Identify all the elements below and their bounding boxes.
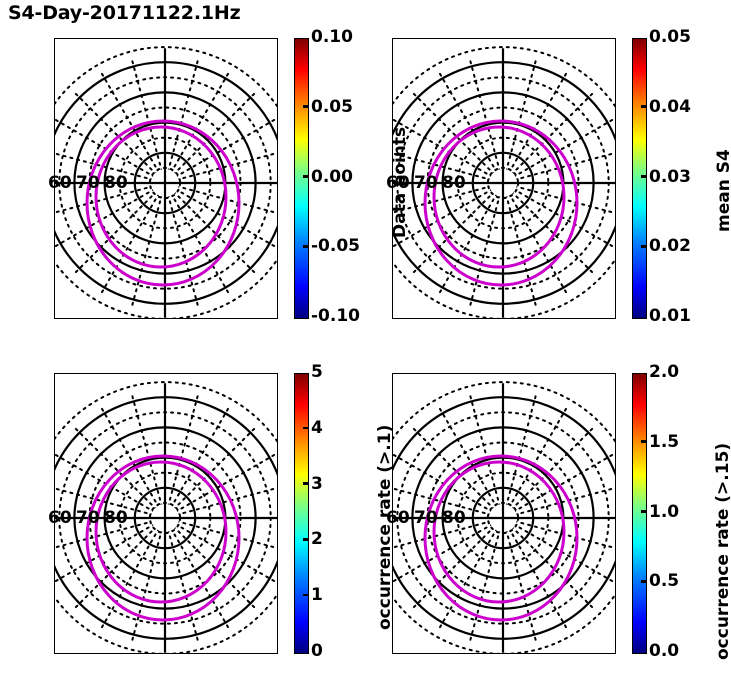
polar-plot-top-right[interactable]: 60 70 80: [386, 38, 616, 319]
colorbar-label-occurrence-rate-15: occurrence rate (>.15): [713, 442, 731, 660]
polar-plot-graphics: [54, 46, 278, 319]
radial-tick-70: 70: [414, 508, 438, 528]
colorbar-tick-label: 2.0: [649, 362, 680, 382]
radial-tick-60: 60: [386, 508, 410, 528]
radial-tick-80: 80: [104, 173, 128, 193]
colorbar-top-left-ticks: 0.10 0.05 0.00 -0.05 -0.10: [303, 29, 381, 325]
polar-plot-graphics: [392, 46, 616, 319]
colorbar-tick-label: 0.05: [303, 98, 353, 116]
colorbar-tick-label: -0.05: [303, 238, 360, 255]
radial-tick-70: 70: [76, 173, 100, 193]
colorbar-tick-label: 0.04: [641, 98, 691, 116]
colorbar-tick-label: 0.10: [311, 27, 353, 47]
colorbar-bottom-left-ticks: 5 4 3 2 1 0: [303, 364, 381, 660]
colorbar-tick-label: 0.00: [303, 168, 353, 186]
colorbar-tick-label: 1: [303, 587, 323, 604]
colorbar-tick-label: 5: [311, 362, 323, 382]
colorbar-tick-label: 4: [303, 419, 323, 437]
radial-tick-60: 60: [48, 508, 72, 528]
radial-tick-80: 80: [442, 508, 466, 528]
colorbar-label-mean-s4: mean S4: [714, 149, 731, 232]
colorbar-tick-label: -0.10: [311, 306, 360, 326]
colorbar-top-left[interactable]: [294, 38, 309, 319]
colorbar-tick-label: 0: [311, 641, 323, 661]
colorbar-tick-label: 1.0: [641, 503, 679, 521]
y-axis-label-data-points: Data points: [390, 126, 410, 238]
radial-tick-60: 60: [386, 173, 410, 193]
colorbar-tick-label: 0.05: [649, 27, 691, 47]
polar-plot-top-left[interactable]: 60 70 80: [48, 38, 278, 319]
polar-plot-graphics: [54, 381, 278, 654]
colorbar-tick-label: 0.02: [641, 238, 691, 255]
colorbar-top-right-ticks: 0.05 0.04 0.03 0.02 0.01: [641, 29, 719, 325]
radial-tick-70: 70: [414, 173, 438, 193]
polar-plot-graphics: [392, 381, 616, 654]
radial-tick-80: 80: [104, 508, 128, 528]
radial-tick-70: 70: [76, 508, 100, 528]
colorbar-tick-label: 3: [303, 475, 323, 493]
polar-plot-bottom-right[interactable]: 60 70 80: [386, 373, 616, 654]
colorbar-tick-label: 0.5: [641, 573, 679, 590]
radial-tick-80: 80: [442, 173, 466, 193]
colorbar-tick-label: 0.03: [641, 168, 691, 186]
polar-plot-bottom-left[interactable]: 60 70 80: [48, 373, 278, 654]
figure-title: S4-Day-20171122.1Hz: [8, 2, 241, 24]
colorbar-bottom-right-ticks: 2.0 1.5 1.0 0.5 0.0: [641, 364, 719, 660]
colorbar-tick-label: 0.0: [649, 641, 680, 661]
radial-tick-60: 60: [48, 173, 72, 193]
colorbar-bottom-left[interactable]: [294, 373, 309, 654]
colorbar-top-right[interactable]: [632, 38, 647, 319]
colorbar-tick-label: 2: [303, 531, 323, 548]
colorbar-tick-label: 1.5: [641, 433, 679, 451]
colorbar-bottom-right[interactable]: [632, 373, 647, 654]
colorbar-tick-label: 0.01: [649, 306, 691, 326]
